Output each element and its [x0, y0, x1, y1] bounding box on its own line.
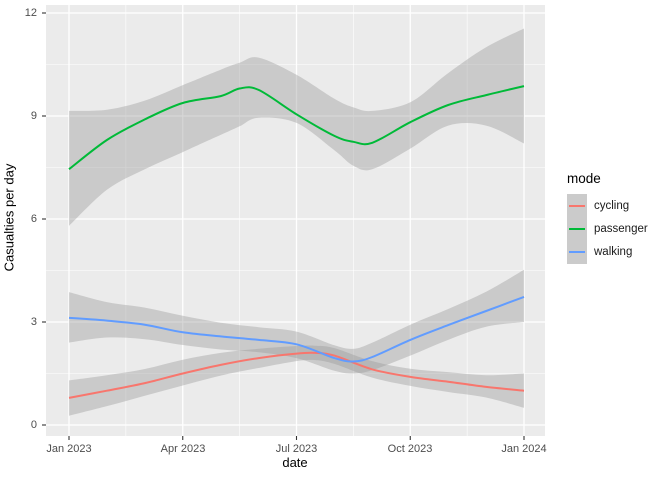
y-axis-title: Casualties per day: [1, 163, 17, 272]
legend-label: walking: [594, 246, 633, 259]
legend-key: [567, 194, 587, 218]
legend-item-walking: walking: [567, 240, 648, 265]
x-tick-label: Oct 2023: [387, 443, 433, 455]
x-tick-label: Jan 2023: [46, 443, 92, 455]
cycling-line-icon: [569, 204, 585, 207]
y-tick-label: 0: [30, 419, 37, 431]
legend-label: passenger: [594, 223, 648, 236]
y-tick-label: 3: [30, 316, 37, 328]
legend-item-passenger: passenger: [567, 217, 648, 241]
x-tick-label: Jul 2023: [275, 443, 318, 455]
legend-key: [567, 217, 587, 241]
passenger-line-icon: [569, 228, 585, 231]
walking-line-icon: [569, 251, 585, 254]
x-tick-label: Jan 2024: [501, 443, 547, 455]
y-tick-label: 6: [30, 213, 37, 225]
legend-title: mode: [567, 171, 601, 186]
legend: mode cycling passenger walking: [567, 171, 648, 265]
x-axis-title: date: [282, 455, 308, 470]
x-tick-label: Apr 2023: [160, 443, 206, 455]
y-tick-label: 12: [24, 7, 37, 19]
legend-label: cycling: [594, 199, 630, 212]
y-tick-label: 9: [30, 110, 37, 122]
legend-key: [567, 240, 587, 265]
legend-item-cycling: cycling: [567, 194, 648, 218]
